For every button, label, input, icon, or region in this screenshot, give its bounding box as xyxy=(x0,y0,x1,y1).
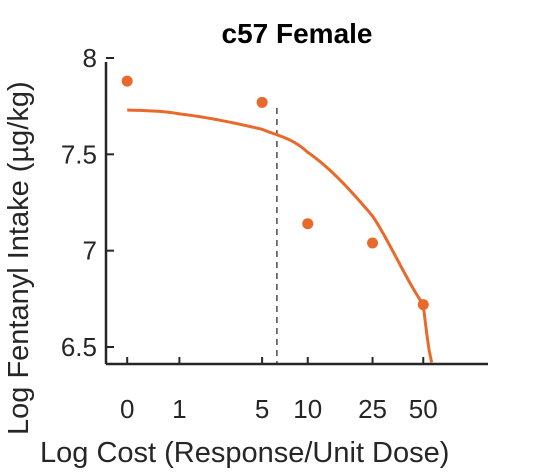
data-point xyxy=(417,299,429,311)
y-tick-label: 6.5 xyxy=(61,332,97,362)
plot-area xyxy=(121,75,434,364)
x-tick-label: 5 xyxy=(255,394,269,424)
x-tick-label: 25 xyxy=(358,394,387,424)
axes xyxy=(104,62,488,366)
y-tick-label: 8 xyxy=(83,43,97,73)
x-tick-label: 0 xyxy=(120,394,134,424)
x-tick-label: 1 xyxy=(172,394,186,424)
ticks: 6.5 7 7.5 8 0 1 5 10 25 50 xyxy=(61,43,438,424)
chart-title: c57 Female xyxy=(222,18,373,49)
y-tick-label: 7.5 xyxy=(61,139,97,169)
fit-curve xyxy=(127,108,434,363)
x-tick-label: 50 xyxy=(409,394,438,424)
y-axis-label: Log Fentanyl Intake (µg/kg) xyxy=(3,81,35,435)
y-tick-label: 7 xyxy=(83,236,97,266)
x-axis-label: Log Cost (Response/Unit Dose) xyxy=(40,437,449,469)
data-point xyxy=(121,75,133,87)
x-tick-label: 10 xyxy=(293,394,322,424)
data-point xyxy=(256,96,268,108)
data-point xyxy=(367,237,379,249)
data-point xyxy=(302,218,314,230)
